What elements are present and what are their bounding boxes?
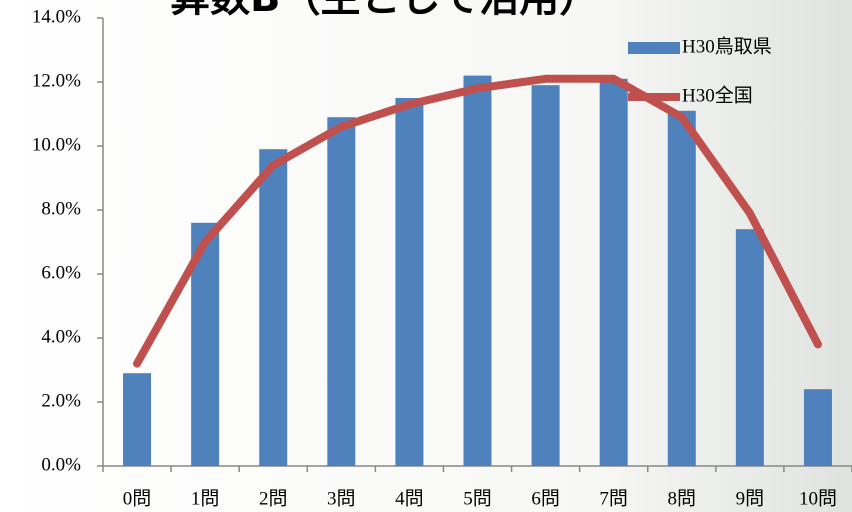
x-tick-label: 8問 (668, 488, 697, 509)
bar (531, 85, 560, 466)
bar (599, 78, 628, 467)
x-tick-label: 7問 (599, 488, 628, 509)
x-tick-label: 1問 (191, 488, 220, 509)
x-tick-label: 6問 (531, 488, 560, 509)
x-tick-label: 9問 (736, 488, 765, 509)
x-tick-label: 10問 (799, 488, 837, 509)
chart-title: 算数B（主として活用） (170, 0, 599, 21)
bar (463, 75, 492, 466)
legend-label: H30全国 (682, 84, 753, 106)
legend-label: H30鳥取県 (682, 35, 772, 57)
y-tick-label: 2.0% (41, 390, 81, 411)
y-tick-label: 10.0% (32, 134, 81, 155)
x-tick-label: 0問 (123, 488, 152, 509)
y-tick-label: 0.0% (41, 454, 81, 475)
x-tick-label: 5問 (463, 488, 492, 509)
bar (327, 117, 356, 466)
x-tick-label: 4問 (395, 488, 424, 509)
x-tick-label: 2問 (259, 488, 288, 509)
y-tick-label: 8.0% (41, 198, 81, 219)
bar (259, 149, 288, 466)
legend-swatch (628, 42, 680, 54)
y-tick-label: 12.0% (32, 70, 81, 91)
bar (395, 98, 424, 466)
line (133, 74, 822, 368)
y-tick-label: 4.0% (41, 326, 81, 347)
y-tick-label: 6.0% (41, 262, 81, 283)
bar (735, 229, 764, 466)
bar (123, 373, 152, 466)
x-tick-label: 3問 (327, 488, 356, 509)
bar (667, 110, 696, 467)
y-tick-label: 14.0% (32, 6, 81, 27)
bar (803, 389, 832, 466)
